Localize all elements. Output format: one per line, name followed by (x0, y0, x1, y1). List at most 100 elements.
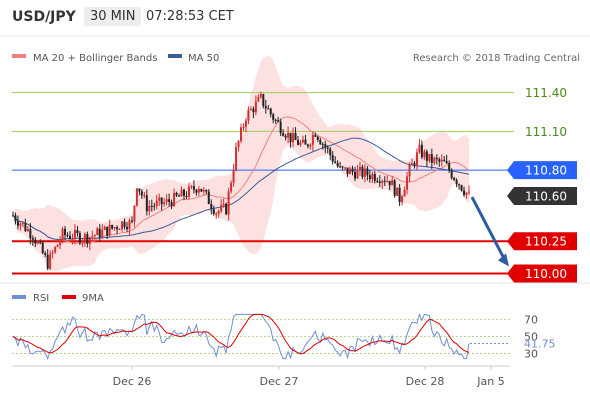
candle-158 (403, 186, 406, 197)
candle-82 (215, 212, 218, 219)
candle-141 (361, 164, 364, 180)
candle-61 (163, 198, 166, 207)
bollinger-band-area (13, 56, 469, 272)
candle-180 (458, 183, 461, 190)
candle-173 (440, 154, 443, 167)
level-labels: 111.40 111.10 110.80 110.60 110.25 110.00 (507, 86, 577, 283)
candle-1 (14, 212, 17, 225)
timeframe-badge[interactable]: 30 MIN (84, 7, 142, 26)
candle-126 (324, 140, 327, 154)
candle-44 (121, 220, 124, 232)
candle-36 (101, 224, 104, 239)
candle-119 (306, 143, 309, 149)
candle-172 (438, 157, 441, 167)
candle-109 (282, 129, 285, 137)
candle-166 (423, 149, 426, 160)
candle-121 (311, 131, 314, 151)
candle-129 (331, 151, 334, 165)
ma9-legend-swatch (62, 295, 76, 299)
candle-87 (227, 187, 230, 221)
candle-18 (56, 244, 59, 248)
candle-183 (465, 192, 468, 199)
candle-147 (376, 177, 379, 183)
candle-59 (158, 193, 161, 207)
candle-132 (339, 161, 342, 168)
rsi-legend-label: RSI (33, 293, 49, 304)
level-label-0: 111.40 (525, 86, 567, 100)
candle-164 (418, 138, 421, 154)
candle-78 (205, 189, 208, 195)
candle-72 (190, 184, 193, 189)
candle-90 (235, 142, 238, 172)
level-lines (12, 92, 514, 275)
candle-115 (297, 136, 299, 146)
candle-182 (463, 186, 466, 197)
candle-92 (240, 123, 242, 144)
candle-145 (371, 171, 374, 184)
candle-159 (406, 171, 409, 195)
candle-124 (319, 137, 322, 145)
candle-114 (294, 127, 297, 141)
candle-51 (138, 188, 141, 196)
rsi-ma-line (12, 313, 470, 355)
candle-98 (254, 95, 257, 116)
candle-117 (301, 135, 304, 144)
level-tag-3 (507, 187, 577, 206)
candle-37 (103, 225, 106, 231)
x-axis: Dec 26 Dec 27 Dec 28 Jan 5 (12, 365, 510, 388)
candle-76 (200, 188, 203, 192)
level-tag-4 (507, 232, 577, 251)
candle-22 (66, 232, 69, 238)
candle-135 (346, 167, 349, 177)
candle-101 (262, 93, 265, 109)
candle-148 (378, 175, 381, 188)
candle-69 (183, 188, 185, 201)
copyright-text: Research © 2018 Trading Central (413, 53, 580, 64)
candle-154 (393, 179, 396, 198)
candle-12 (41, 240, 44, 255)
candle-68 (180, 186, 183, 197)
candle-152 (388, 180, 391, 191)
candle-177 (450, 168, 453, 180)
candle-55 (148, 200, 151, 216)
candle-23 (69, 231, 71, 240)
candle-184 (468, 185, 470, 196)
candle-125 (321, 142, 324, 150)
level-label-2: 110.80 (525, 164, 567, 178)
candle-5 (24, 218, 27, 232)
candle-20 (61, 226, 64, 244)
x-tick-label-1: Dec 27 (260, 375, 299, 388)
candle-71 (187, 182, 190, 200)
candle-93 (242, 123, 245, 132)
ma9-legend-label: 9MA (82, 293, 104, 304)
candle-63 (168, 193, 171, 207)
candle-134 (344, 167, 347, 171)
candle-111 (287, 126, 290, 144)
rsi-legend-swatch (12, 295, 26, 299)
candle-47 (128, 218, 131, 236)
candle-131 (336, 160, 339, 168)
candle-56 (150, 199, 153, 212)
candle-8 (31, 235, 34, 246)
candle-113 (292, 127, 295, 148)
candle-151 (386, 175, 389, 183)
candle-26 (76, 225, 79, 237)
candle-29 (83, 232, 86, 247)
candle-99 (257, 94, 260, 103)
candle-65 (173, 188, 176, 208)
candle-9 (34, 236, 37, 248)
candle-57 (153, 202, 156, 211)
candle-86 (225, 202, 228, 216)
candle-94 (244, 118, 247, 133)
candle-6 (26, 226, 29, 233)
candle-0 (12, 211, 14, 217)
candle-179 (455, 178, 458, 188)
candle-64 (170, 199, 173, 210)
candle-146 (373, 171, 376, 184)
candle-108 (279, 118, 282, 137)
candle-43 (118, 228, 121, 231)
candle-67 (178, 193, 181, 197)
candlesticks (12, 91, 470, 271)
candle-11 (39, 239, 42, 245)
